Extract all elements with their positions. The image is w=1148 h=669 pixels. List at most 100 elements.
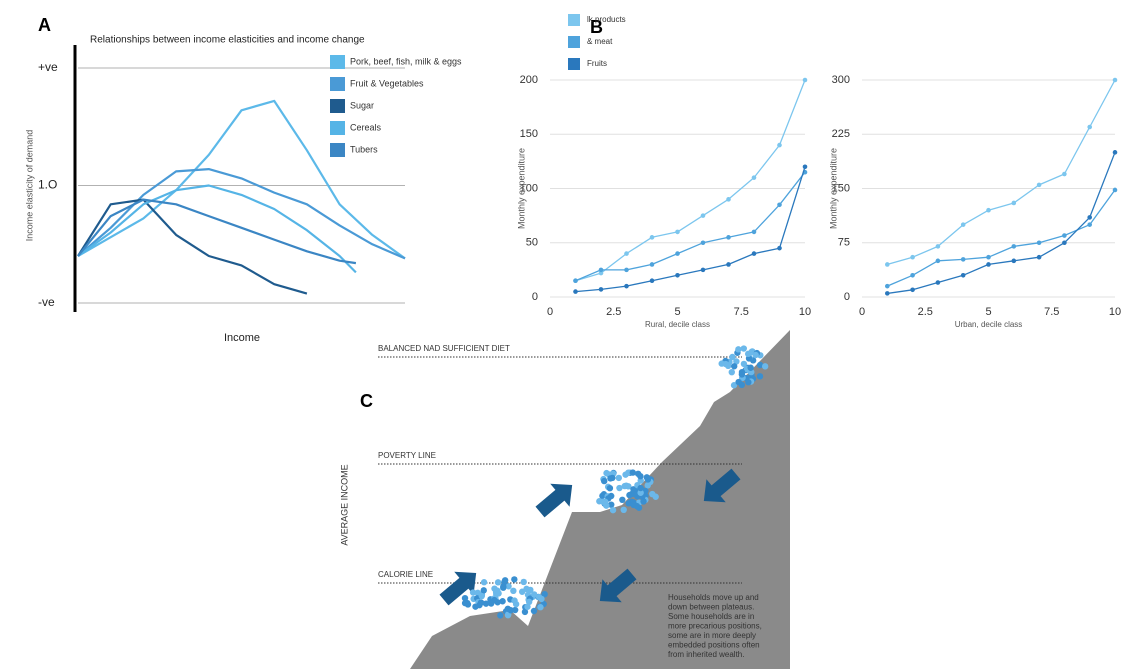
point xyxy=(936,259,941,264)
x-tick-label: 7.5 xyxy=(1044,306,1059,318)
point xyxy=(1012,201,1017,206)
panel-label: C xyxy=(360,391,373,411)
point xyxy=(752,230,757,235)
household-dot xyxy=(634,503,640,509)
y-tick-label: 75 xyxy=(838,237,850,249)
x-tick-label: 10 xyxy=(1109,306,1121,318)
point xyxy=(777,202,782,207)
household-dot xyxy=(616,475,622,481)
legend-label: Tubers xyxy=(350,144,378,154)
series-line xyxy=(78,200,307,294)
y-tick-label: 1.O xyxy=(38,178,57,192)
point xyxy=(910,273,915,278)
x-tick-label: 7.5 xyxy=(734,306,749,318)
point xyxy=(986,262,991,267)
legend-label: Cereals xyxy=(350,122,382,132)
point xyxy=(1113,78,1118,83)
legend-label: Sugar xyxy=(350,100,374,110)
point xyxy=(701,240,706,245)
point xyxy=(986,255,991,260)
household-dot xyxy=(637,485,643,491)
household-dot xyxy=(645,476,651,482)
legend-swatch xyxy=(330,55,345,69)
level-label: BALANCED NAD SUFFICIENT DIET xyxy=(378,344,510,353)
household-dot xyxy=(745,351,751,357)
y-axis-label: Monthly expenditure xyxy=(828,148,838,229)
household-dot xyxy=(531,608,537,614)
household-dot xyxy=(640,498,646,504)
x-tick-label: 2.5 xyxy=(606,306,621,318)
point xyxy=(1062,240,1067,245)
point xyxy=(910,287,915,292)
point xyxy=(675,273,680,278)
household-dot xyxy=(521,579,527,585)
x-axis-label: Income xyxy=(224,332,260,344)
point xyxy=(1012,259,1017,264)
chart: 07515022530002.557.510Urban, decile clas… xyxy=(828,74,1121,329)
household-dot xyxy=(729,369,735,375)
point xyxy=(624,268,629,273)
point xyxy=(675,230,680,235)
household-dot xyxy=(481,579,487,585)
household-dot xyxy=(621,507,627,513)
household-dot xyxy=(762,363,768,369)
household-dot xyxy=(630,469,636,475)
y-tick-label: 150 xyxy=(520,128,538,140)
point xyxy=(777,246,782,251)
note-line: from inherited wealth. xyxy=(668,650,744,659)
x-tick-label: 0 xyxy=(547,306,553,318)
household-dot xyxy=(731,363,737,369)
series-line xyxy=(576,167,806,292)
y-axis-label: Monthly expenditure xyxy=(516,148,526,229)
household-dot xyxy=(757,373,763,379)
point xyxy=(961,273,966,278)
chart: -ve1.O+veRelationships between income el… xyxy=(24,35,462,344)
household-dot xyxy=(499,598,505,604)
household-dot xyxy=(481,587,487,593)
point xyxy=(701,213,706,218)
y-tick-label: +ve xyxy=(38,60,58,74)
legend-swatch xyxy=(330,143,345,157)
household-dot xyxy=(537,604,543,610)
household-dot xyxy=(495,579,501,585)
y-tick-label: 200 xyxy=(520,74,538,86)
point xyxy=(1037,240,1042,245)
note-line: some are in more deeply xyxy=(668,631,756,640)
household-dot xyxy=(735,346,741,352)
point xyxy=(986,208,991,213)
figure: A B C BALANCED NAD SUFFICIENT DIET POVER… xyxy=(0,0,1148,669)
point xyxy=(650,235,655,240)
x-tick-label: 2.5 xyxy=(918,306,933,318)
household-dot xyxy=(723,361,729,367)
household-dot xyxy=(629,491,635,497)
note-line: Some households are in xyxy=(668,612,754,621)
point xyxy=(961,257,966,262)
y-tick-label: 0 xyxy=(844,291,850,303)
legend-swatch xyxy=(330,99,345,113)
legend-swatch xyxy=(330,121,345,135)
y-tick-label: 225 xyxy=(832,128,850,140)
point xyxy=(650,262,655,267)
point xyxy=(752,175,757,180)
point xyxy=(1037,255,1042,260)
axis-label: AVERAGE INCOME xyxy=(339,464,349,545)
legend-swatch xyxy=(330,77,345,91)
point xyxy=(1087,222,1092,227)
point xyxy=(752,251,757,256)
x-tick-label: 10 xyxy=(799,306,811,318)
legend-label: & meat xyxy=(587,37,613,46)
point xyxy=(1087,215,1092,220)
y-tick-label: 0 xyxy=(532,291,538,303)
point xyxy=(599,268,604,273)
household-dot xyxy=(510,588,516,594)
point xyxy=(1113,150,1118,155)
household-dot xyxy=(745,379,751,385)
point xyxy=(624,251,629,256)
note-line: down between plateaus. xyxy=(668,603,754,612)
household-dot xyxy=(470,589,476,595)
x-axis-label: Urban, decile class xyxy=(955,320,1023,329)
point xyxy=(599,287,604,292)
household-dot xyxy=(652,494,658,500)
